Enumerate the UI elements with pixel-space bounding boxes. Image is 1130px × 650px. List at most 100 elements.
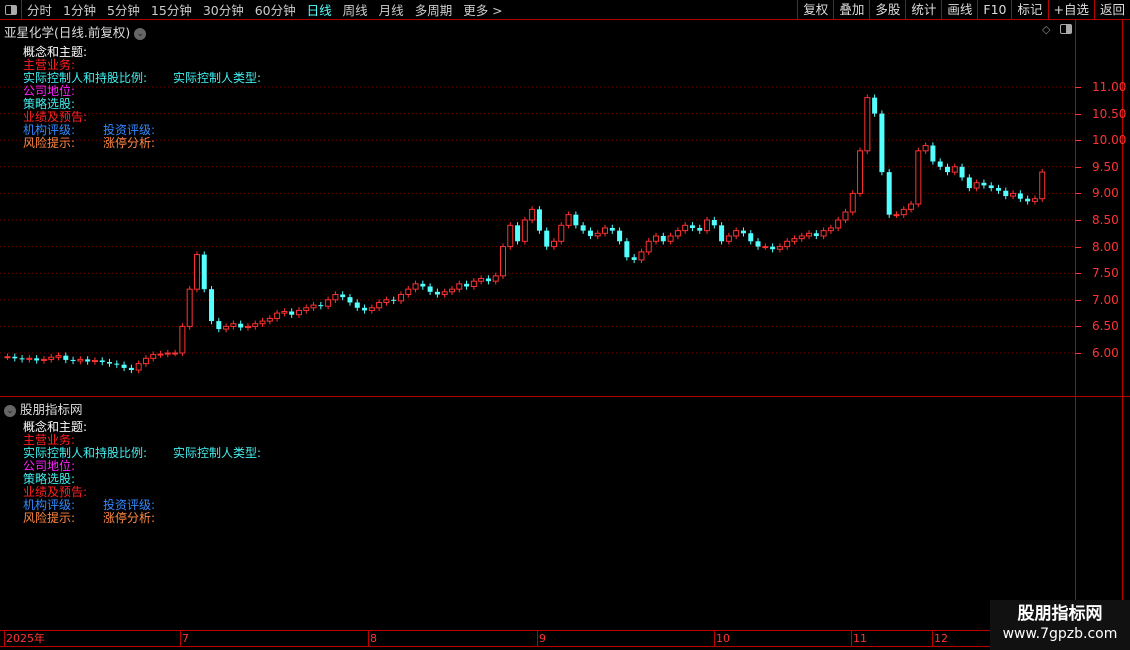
layout-toggle-icon[interactable] [0, 0, 22, 20]
toolbar-button[interactable]: 多股 [869, 0, 905, 20]
candle [857, 147, 864, 197]
toolbar: 分时 1分钟 5分钟 15分钟 30分钟 60分钟 日线 周线 月线 多周期 更多 > 复权 叠加 多股… [0, 0, 1130, 20]
period-tab[interactable]: 日线 [306, 3, 332, 18]
time-label: 9 [539, 632, 546, 645]
period-tab[interactable]: 60分钟 [254, 3, 296, 18]
candle-body [391, 299, 397, 301]
info-rating: 机构评级: [23, 498, 76, 512]
candle-body [740, 230, 746, 234]
candle-body [150, 354, 157, 359]
price-tick [1075, 87, 1081, 88]
candle [573, 211, 579, 229]
period-tab[interactable]: 更多 > [463, 3, 503, 18]
info-limit-up: 涨停分析: [103, 136, 156, 150]
info-forecast: 业绩及预告: [23, 485, 88, 499]
period-tab[interactable]: 1分钟 [63, 3, 96, 18]
toolbar-button[interactable]: 叠加 [833, 0, 869, 20]
price-tick-label: 9.00 [1092, 186, 1119, 201]
candle-body [77, 358, 84, 362]
candle-body [135, 363, 142, 371]
toolbar-button[interactable]: +自选 [1047, 0, 1094, 20]
toolbar-button[interactable]: 复权 [797, 0, 833, 20]
candle [725, 232, 732, 245]
candle-body [609, 227, 615, 231]
candle-body [645, 240, 652, 253]
chevron-down-icon[interactable]: ⌄ [4, 404, 16, 417]
candle [988, 182, 994, 192]
toolbar-button[interactable]: F10 [977, 0, 1011, 20]
candle-body [26, 357, 33, 360]
candle [34, 355, 40, 364]
info-concept: 概念和主题: [23, 420, 88, 434]
candle [441, 288, 448, 298]
main-chart-title[interactable]: 亚星化学(日线.前复权) ⌄ [4, 22, 147, 41]
period-tab[interactable]: 15分钟 [150, 3, 192, 18]
candle-body [478, 278, 485, 282]
chevron-down-icon[interactable]: ⌄ [134, 27, 147, 40]
candle [609, 224, 615, 234]
candle [748, 230, 754, 245]
candle [1025, 195, 1031, 205]
candle [340, 291, 346, 301]
candle-body [988, 185, 994, 189]
candle [995, 184, 1001, 194]
candle-body [944, 166, 950, 173]
candle [798, 232, 805, 242]
candle [179, 323, 186, 357]
candle-body [617, 230, 623, 242]
candle [762, 243, 769, 250]
candle [1031, 195, 1038, 205]
candle-body [981, 182, 987, 186]
period-tab[interactable]: 5分钟 [106, 3, 140, 18]
candle [91, 357, 98, 365]
price-tick [1075, 353, 1081, 354]
period-tab[interactable]: 周线 [342, 3, 368, 18]
candle [478, 275, 485, 285]
candle [19, 355, 25, 363]
period-tab[interactable]: 分时 [27, 3, 53, 18]
candle-body [1010, 192, 1017, 197]
right-edge-line [1122, 20, 1123, 600]
panel-toggle-icon[interactable] [1060, 24, 1072, 34]
candle-body [660, 235, 666, 242]
period-tab[interactable]: 30分钟 [202, 3, 244, 18]
candle [864, 94, 871, 155]
candle-body [19, 358, 25, 360]
period-tab[interactable]: 月线 [378, 3, 404, 18]
watermark-url: www.7gpzb.com [1002, 626, 1118, 642]
candle-body [34, 358, 40, 361]
candle-body [223, 325, 230, 330]
toolbar-button[interactable]: 标记 [1011, 0, 1047, 20]
candle-body [179, 325, 186, 354]
toolbar-button[interactable]: 画线 [941, 0, 977, 20]
candle-body [529, 208, 536, 221]
candle [879, 110, 885, 176]
candle-body [412, 283, 419, 290]
pane-divider[interactable] [0, 396, 1130, 397]
candle [318, 301, 324, 310]
time-tick [932, 630, 933, 646]
indicator-title[interactable]: ⌄ 股朋指标网 [4, 399, 83, 418]
candle-body [587, 230, 593, 236]
candle [776, 243, 783, 253]
candle-body [937, 161, 943, 167]
candle-body [121, 364, 127, 368]
toolbar-button[interactable]: 返回 [1093, 0, 1130, 20]
candle [617, 227, 623, 245]
candle-body [434, 291, 440, 295]
candle [186, 285, 193, 330]
period-tab[interactable]: 多周期 [414, 3, 453, 18]
time-axis-top-line [0, 630, 1130, 631]
toolbar-button[interactable]: 统计 [905, 0, 941, 20]
candle-body [725, 235, 732, 242]
candle [966, 174, 972, 192]
candle-body [485, 278, 491, 282]
candle [521, 216, 528, 245]
candle-body [908, 203, 915, 210]
candle-body [85, 359, 91, 362]
candle-body [172, 352, 179, 355]
diamond-icon[interactable]: ◇ [1042, 23, 1051, 36]
candle [900, 206, 907, 218]
time-tick [4, 630, 5, 646]
time-label: 12 [934, 632, 948, 645]
